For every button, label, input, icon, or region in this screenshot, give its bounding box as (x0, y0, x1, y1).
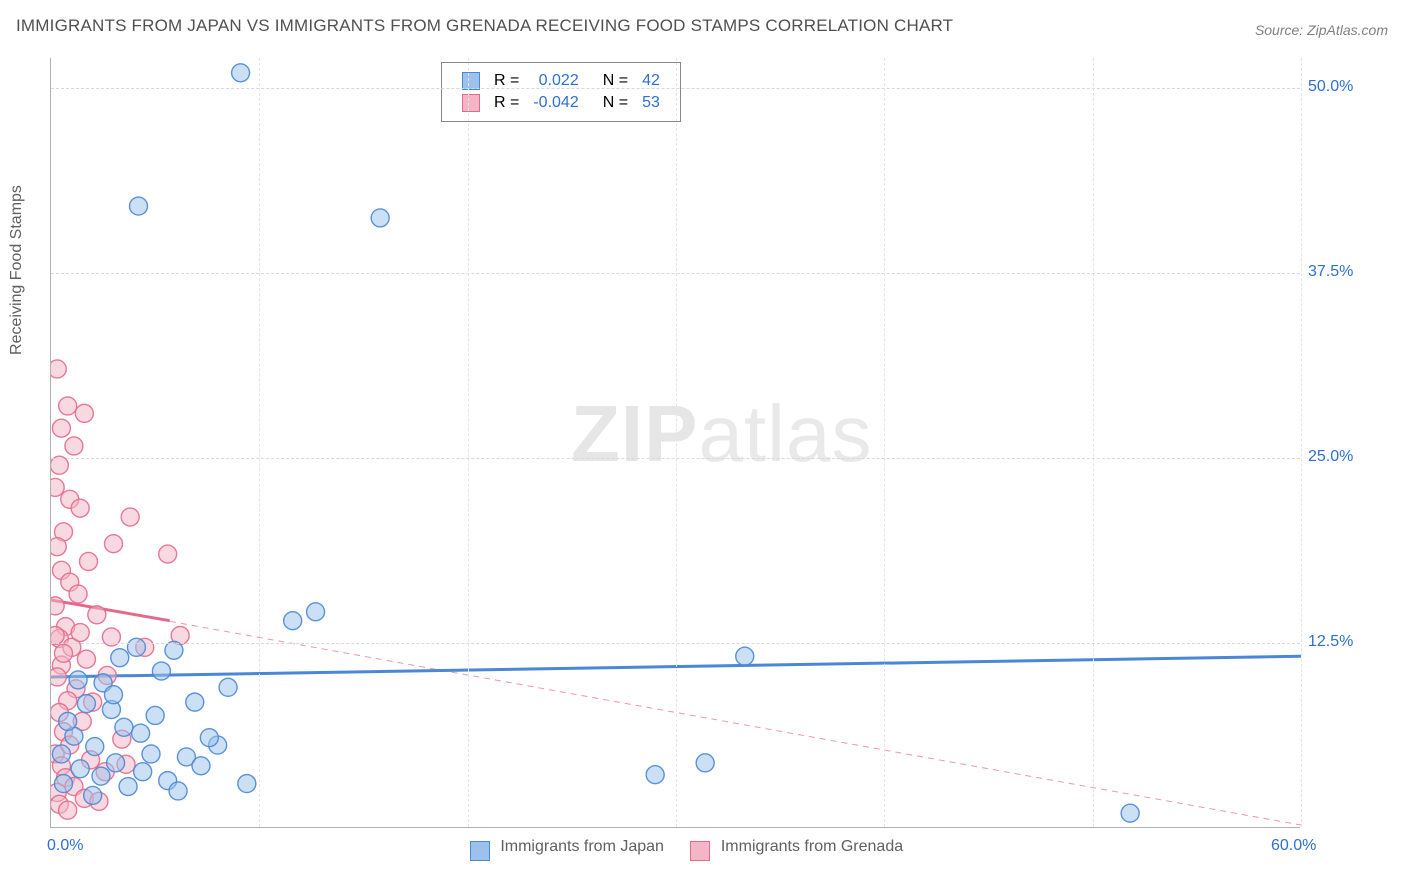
series-legend: Immigrants from Japan Immigrants from Gr… (51, 837, 1300, 857)
y-tick-label: 25.0% (1308, 448, 1370, 466)
x-tick-label: 60.0% (1271, 837, 1316, 855)
r-value-grenada: -0.042 (527, 93, 584, 113)
chart-container: IMMIGRANTS FROM JAPAN VS IMMIGRANTS FROM… (0, 0, 1406, 892)
n-value-grenada: 53 (636, 93, 666, 113)
swatch-grenada (462, 94, 480, 112)
legend-swatch-grenada (690, 841, 710, 861)
chart-title: IMMIGRANTS FROM JAPAN VS IMMIGRANTS FROM… (16, 16, 953, 36)
legend-label-grenada: Immigrants from Grenada (721, 838, 903, 855)
y-tick-label: 37.5% (1308, 263, 1370, 281)
correlation-legend: R = 0.022 N = 42 R = -0.042 N = 53 (441, 62, 681, 122)
source-attribution: Source: ZipAtlas.com (1255, 22, 1388, 38)
legend-label-japan: Immigrants from Japan (500, 838, 664, 855)
x-tick-label: 0.0% (47, 837, 83, 855)
y-tick-label: 12.5% (1308, 633, 1370, 651)
plot-area: ZIPatlas R = 0.022 N = 42 R = -0.042 N =… (50, 58, 1300, 828)
legend-row-grenada: R = -0.042 N = 53 (456, 93, 666, 113)
legend-swatch-japan (470, 841, 490, 861)
y-tick-label: 50.0% (1308, 78, 1370, 96)
y-axis-label: Receiving Food Stamps (8, 100, 26, 440)
